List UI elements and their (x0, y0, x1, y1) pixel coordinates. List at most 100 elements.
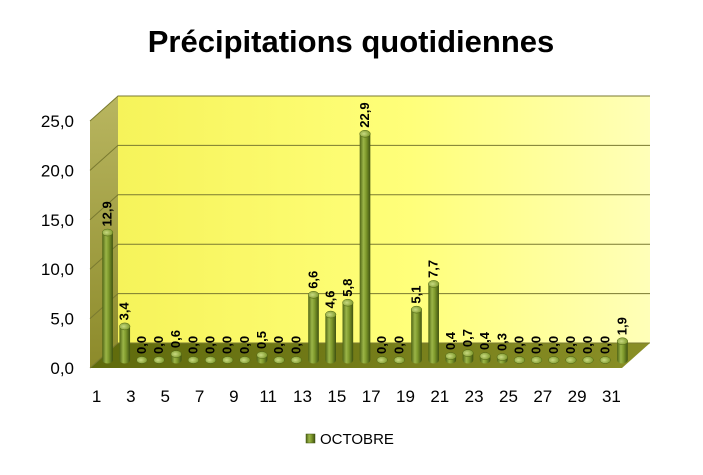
bar-cap (359, 129, 371, 138)
bar-cap (428, 280, 440, 288)
data-label: 3,4 (117, 302, 132, 321)
bar-group (428, 280, 440, 364)
bar-group (445, 352, 457, 364)
data-label: 0,5 (254, 331, 269, 349)
y-tick-label: 10,0 (41, 260, 74, 279)
bar-group (153, 356, 165, 364)
bar-group (119, 322, 131, 364)
plot-area: 0,05,010,015,020,025,012,93,40,0 0,0 0,6 0,… (41, 95, 650, 406)
bar-cap (496, 353, 508, 361)
y-tick-label: 20,0 (41, 161, 74, 180)
bar (342, 302, 354, 364)
bar-group (393, 356, 405, 364)
bar-cap (273, 356, 285, 364)
data-label: 0,0 (546, 336, 561, 354)
x-tick-label: 31 (602, 387, 621, 406)
data-label: 6,6 (306, 271, 321, 289)
data-label: 0,4 (443, 331, 458, 350)
bar-cap (462, 349, 474, 357)
x-tick-label: 29 (568, 387, 587, 406)
data-label: 7,7 (426, 260, 441, 278)
data-label: 0,4 (477, 331, 492, 350)
legend-label: OCTOBRE (320, 431, 394, 448)
bar-cap (582, 356, 594, 364)
bar (325, 314, 336, 364)
gridline (89, 144, 650, 171)
bar-cap (290, 356, 302, 364)
bar-group (376, 356, 388, 364)
bar-group (256, 351, 268, 364)
bar-cap (513, 356, 526, 364)
bar (359, 133, 371, 364)
x-tick-label: 5 (160, 387, 169, 406)
x-tick-label: 11 (259, 387, 277, 406)
bar-group (170, 350, 182, 364)
legend-swatch (305, 433, 316, 444)
bar-cap (410, 305, 423, 314)
data-label: 0,0 (580, 336, 595, 354)
data-label: 0,0 (374, 336, 389, 354)
bar-cap (599, 356, 611, 364)
bar-cap (204, 356, 217, 364)
bar-cap (376, 356, 388, 364)
bar-cap (307, 291, 320, 299)
bar (102, 232, 113, 364)
bar-cap (531, 356, 543, 364)
bar-group (479, 352, 491, 364)
bar-cap (325, 310, 337, 319)
y-tick-label: 25,0 (41, 112, 74, 131)
bar-cap (136, 356, 148, 364)
data-label: 0,0 (185, 336, 200, 354)
bar-cap (616, 337, 628, 345)
bar (617, 341, 628, 364)
data-label: 0,0 (288, 336, 303, 354)
bar-cap (239, 356, 251, 364)
bar-cap (222, 356, 234, 364)
bar-group (273, 356, 285, 364)
bar-cap (119, 322, 131, 331)
gridline (89, 243, 650, 270)
x-tick-label: 21 (430, 387, 449, 406)
chart-title: Précipitations quotidiennes (148, 24, 555, 59)
bar (428, 283, 439, 364)
data-label: 0,0 (391, 336, 406, 354)
data-label: 0,0 (134, 336, 149, 354)
legend: OCTOBRE (305, 431, 394, 448)
bar-cap (170, 350, 182, 358)
bar-group (496, 353, 508, 364)
y-tick-label: 0,0 (50, 359, 74, 378)
data-label: 0,0 (529, 336, 544, 354)
x-tick-label: 17 (362, 387, 381, 406)
bar-group (513, 356, 526, 364)
bar-group (531, 356, 543, 364)
bar-group (359, 129, 371, 364)
data-label: 0,7 (460, 329, 475, 347)
x-tick-label: 25 (499, 387, 518, 406)
x-tick-label: 13 (293, 387, 312, 406)
gridline (89, 194, 650, 221)
data-label: 5,1 (408, 286, 423, 304)
data-label: 1,9 (614, 317, 629, 335)
bar-group (102, 228, 114, 364)
bar-group (582, 356, 594, 364)
data-label: 0,0 (237, 336, 252, 354)
bar-group (616, 337, 628, 364)
y-tick-label: 5,0 (50, 310, 74, 329)
y-tick-label: 15,0 (41, 211, 74, 230)
x-tick-label: 19 (396, 387, 415, 406)
x-tick-label: 15 (327, 387, 346, 406)
data-label: 0,0 (220, 336, 235, 354)
bar-cap (102, 228, 114, 237)
bar-cap (256, 351, 268, 359)
gridline (89, 95, 650, 122)
data-label: 0,0 (597, 336, 612, 354)
bar-group (565, 356, 577, 364)
bar-group (342, 298, 354, 364)
bar-group (204, 356, 217, 364)
bar-group (239, 356, 251, 364)
data-label: 12,9 (100, 201, 115, 226)
data-label: 0,0 (271, 336, 286, 354)
bar-group (410, 305, 423, 364)
bar-group (548, 356, 560, 364)
